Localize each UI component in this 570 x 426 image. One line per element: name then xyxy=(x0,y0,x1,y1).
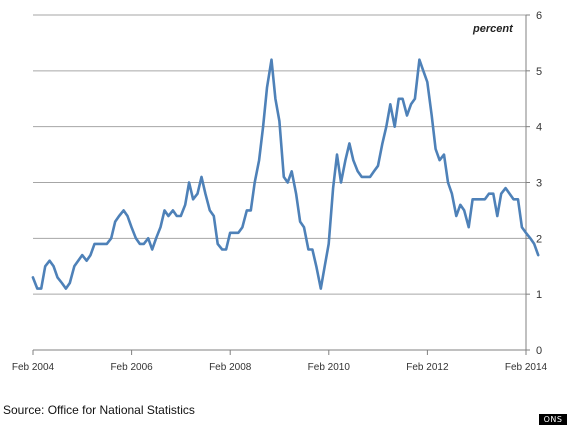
series-line-0 xyxy=(31,58,540,290)
x-tick-label-4: Feb 2012 xyxy=(406,362,449,373)
x-tick-label-0: Feb 2004 xyxy=(12,362,55,373)
y-tick-label-5: 5 xyxy=(536,66,542,78)
ons-logo: ONS xyxy=(539,414,567,425)
y-tick-label-6: 6 xyxy=(536,10,542,22)
inflation-line-chart: 0 1 2 3 4 5 6 Feb 2004 Feb 2006 Feb 2008 Feb 2010… xyxy=(12,10,548,373)
x-tick-label-5: Feb 2014 xyxy=(505,362,548,373)
y-tick-label-4: 4 xyxy=(536,122,542,134)
x-tick-label-3: Feb 2010 xyxy=(308,362,351,373)
x-tick-labels: Feb 2004 Feb 2006 Feb 2008 Feb 2010 Feb 2012… xyxy=(12,362,548,373)
unit-label: percent xyxy=(472,23,514,35)
y-tick-label-3: 3 xyxy=(536,178,542,190)
gridlines xyxy=(33,14,526,295)
series xyxy=(31,58,540,290)
axes xyxy=(32,14,530,355)
x-tick-label-2: Feb 2008 xyxy=(209,362,252,373)
chart-svg: 0 1 2 3 4 5 6 Feb 2004 Feb 2006 Feb 2008 Feb 2010… xyxy=(12,10,548,373)
y-tick-label-1: 1 xyxy=(536,289,542,301)
x-tick-label-1: Feb 2006 xyxy=(110,362,153,373)
y-tick-label-2: 2 xyxy=(536,233,542,245)
source-note: Source: Office for National Statistics xyxy=(3,403,195,417)
y-tick-labels: 0 1 2 3 4 5 6 xyxy=(536,10,542,357)
y-tick-label-0: 0 xyxy=(536,345,542,357)
